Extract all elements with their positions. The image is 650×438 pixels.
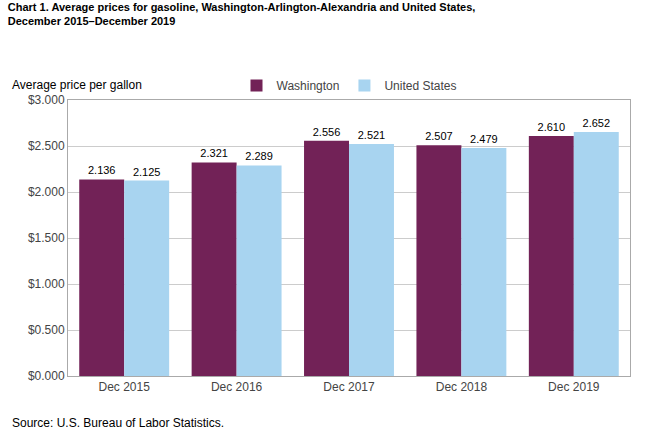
svg-text:2.125: 2.125 [133,166,161,178]
svg-text:Dec 2015: Dec 2015 [99,380,151,394]
svg-text:2.321: 2.321 [200,147,228,159]
svg-text:$3.000: $3.000 [28,93,65,107]
svg-text:$1.500: $1.500 [28,231,65,245]
svg-text:2.652: 2.652 [583,117,611,129]
svg-text:$2.500: $2.500 [28,139,65,153]
svg-text:Average price per gallon: Average price per gallon [12,78,142,92]
svg-text:2.136: 2.136 [88,164,116,176]
svg-text:Chart 1. Average prices for ga: Chart 1. Average prices for gasoline, Wa… [8,1,476,27]
svg-text:2.610: 2.610 [538,121,566,133]
svg-text:2.521: 2.521 [358,129,386,141]
svg-text:Dec 2017: Dec 2017 [323,380,375,394]
svg-text:$2.000: $2.000 [28,185,65,199]
svg-text:Dec 2016: Dec 2016 [211,380,263,394]
svg-text:2.556: 2.556 [313,126,341,138]
svg-text:Washington: Washington [277,79,340,93]
svg-text:2.507: 2.507 [425,130,453,142]
svg-text:2.289: 2.289 [245,150,273,162]
svg-text:Dec 2018: Dec 2018 [436,380,488,394]
svg-text:2.479: 2.479 [470,133,498,145]
svg-text:Source: U.S. Bureau of Labor S: Source: U.S. Bureau of Labor Statistics. [12,416,224,430]
svg-text:Dec 2019: Dec 2019 [548,380,600,394]
svg-text:$0.000: $0.000 [28,369,65,383]
svg-text:$1.000: $1.000 [28,277,65,291]
svg-text:$0.500: $0.500 [28,323,65,337]
svg-text:United States: United States [384,79,456,93]
